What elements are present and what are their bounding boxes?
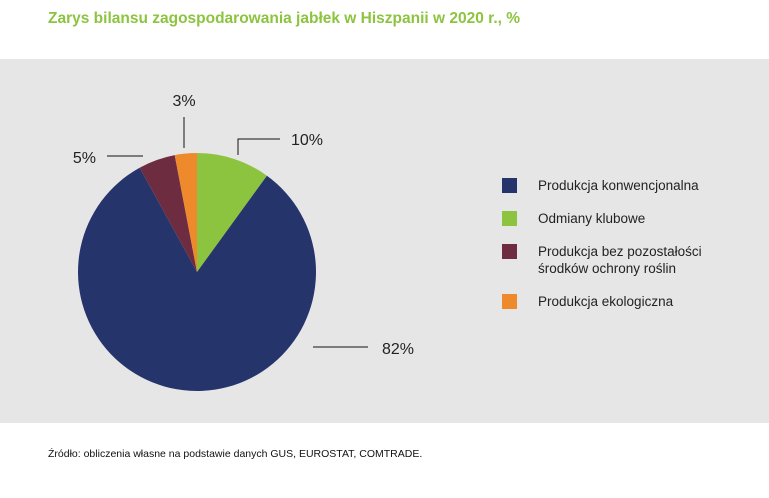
pie-slice bbox=[139, 155, 197, 272]
legend-label: Odmiany klubowe bbox=[538, 211, 646, 226]
leader-line bbox=[237, 138, 280, 155]
data-label: 82% bbox=[382, 341, 414, 358]
pie-slice bbox=[197, 153, 267, 272]
data-label: 3% bbox=[172, 93, 195, 110]
legend: Produkcja konwencjonalna Odmiany klubowe… bbox=[502, 175, 752, 324]
legend-swatch bbox=[502, 294, 517, 309]
pie-slice bbox=[77, 167, 316, 391]
leader-lines bbox=[107, 117, 368, 348]
legend-label: Produkcja bez pozostałości środków ochro… bbox=[538, 244, 702, 276]
legend-swatch bbox=[502, 211, 517, 226]
legend-swatch bbox=[502, 244, 517, 259]
legend-label: Produkcja konwencjonalna bbox=[538, 178, 699, 193]
legend-item-conventional: Produkcja konwencjonalna bbox=[502, 175, 752, 201]
pie-slice bbox=[174, 153, 197, 272]
legend-item-organic: Produkcja ekologiczna bbox=[502, 291, 752, 317]
legend-item-club-varieties: Odmiany klubowe bbox=[502, 208, 752, 234]
legend-label: Produkcja ekologiczna bbox=[538, 294, 674, 309]
legend-swatch bbox=[502, 178, 517, 193]
data-labels: 82% 10% 5% 3% bbox=[73, 93, 414, 358]
legend-item-residue-free: Produkcja bez pozostałości środków ochro… bbox=[502, 241, 752, 285]
chart-title: Zarys bilansu zagospodarowania jabłek w … bbox=[48, 10, 521, 27]
data-label: 5% bbox=[73, 150, 96, 167]
source-note: Źródło: obliczenia własne na podstawie d… bbox=[48, 448, 423, 460]
pie-slices bbox=[77, 153, 316, 391]
data-label: 10% bbox=[291, 132, 323, 149]
